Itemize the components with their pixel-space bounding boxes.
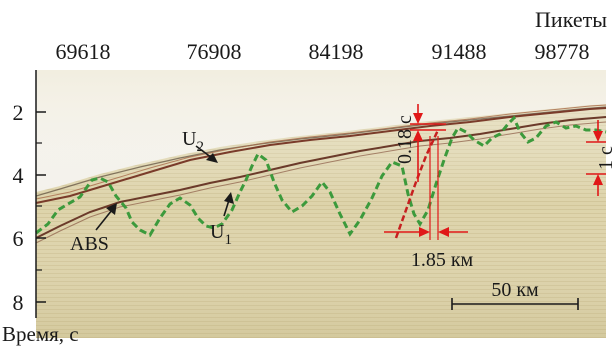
left-axis-title: Время, с: [2, 322, 79, 346]
distance-offset-label: 1.85 км: [411, 249, 474, 271]
left-axis: 2 4 6 8: [13, 70, 46, 318]
horizon-u2-line: [35, 107, 607, 204]
scale-bar-label: 50 км: [491, 279, 539, 301]
scale-bar: 50 км: [451, 279, 579, 310]
top-tick-label-84198: 84198: [309, 39, 364, 64]
time-offset-marker: 0.18 с: [394, 104, 446, 182]
abs-annotation: ABS: [70, 203, 117, 255]
left-tick-label-2: 2: [13, 100, 24, 125]
distance-offset-marker: 1.85 км: [384, 136, 474, 271]
u2-arrow-head: [206, 153, 218, 163]
left-tick-label-8: 8: [13, 290, 24, 315]
u2-annotation: U2: [182, 128, 218, 163]
left-tick-label-4: 4: [13, 163, 24, 188]
u2-arrow-line: [195, 145, 213, 159]
u1-arrow-head: [224, 192, 234, 204]
seismic-section-image: [36, 70, 606, 338]
u1-arrow-line: [223, 199, 230, 217]
time-offset-label: 0.18 с: [394, 115, 416, 164]
top-tick-label-69618: 69618: [56, 39, 111, 64]
time-bracket-marker: 1 с: [586, 120, 614, 196]
u1-annotation: U1: [210, 192, 234, 248]
abs-arrow-head: [106, 203, 117, 215]
abs-arrow-line: [95, 209, 113, 231]
top-tick-label-98778: 98778: [535, 39, 590, 64]
time-bracket-label: 1 с: [595, 146, 614, 170]
u1-label: U1: [210, 221, 232, 248]
acoustic-basement-line: [35, 115, 607, 237]
fault-line: [394, 129, 440, 239]
top-axis-title: Пикеты: [535, 7, 607, 32]
u2-label: U2: [182, 128, 204, 155]
top-tick-label-76908: 76908: [187, 39, 242, 64]
top-tick-label-91488: 91488: [432, 39, 487, 64]
top-axis-tick-labels: 69618 76908 84198 91488 98778: [56, 39, 590, 64]
abs-label: ABS: [70, 233, 109, 255]
left-tick-label-6: 6: [13, 226, 24, 251]
horizon-u2-line-upper: [35, 104, 607, 200]
